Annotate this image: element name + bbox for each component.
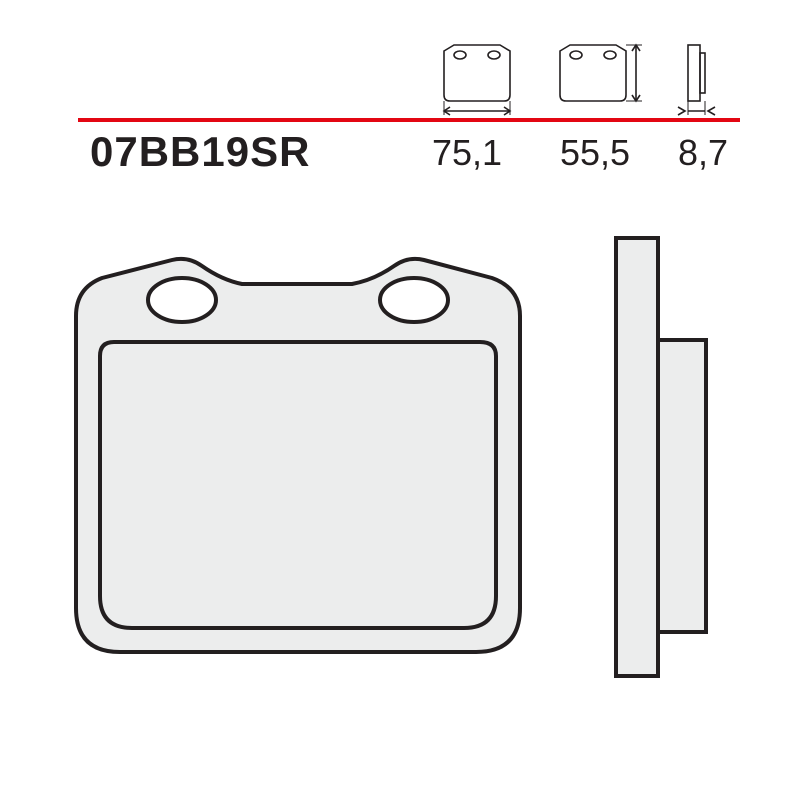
side-view bbox=[616, 238, 706, 676]
front-view bbox=[76, 259, 520, 652]
dimension-width: 75,1 bbox=[432, 132, 502, 174]
part-number: 07BB19SR bbox=[90, 128, 310, 176]
dimension-thickness: 8,7 bbox=[678, 132, 728, 174]
dimension-height: 55,5 bbox=[560, 132, 630, 174]
dim-icon-thickness bbox=[678, 45, 715, 115]
dim-icon-height bbox=[560, 45, 642, 101]
diagram-svg bbox=[0, 0, 800, 800]
diagram-root: 07BB19SR 75,1 55,5 8,7 bbox=[0, 0, 800, 800]
dim-icon-width bbox=[444, 45, 510, 115]
